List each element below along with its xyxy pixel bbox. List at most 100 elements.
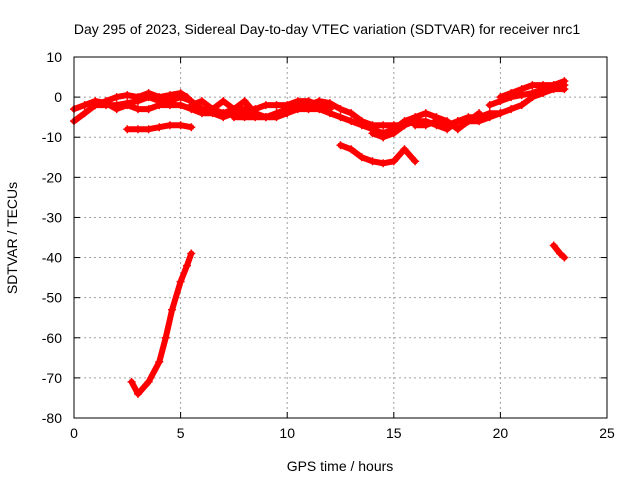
data-point-plus <box>127 377 136 386</box>
data-track <box>337 142 419 167</box>
data-point-plus <box>368 157 377 166</box>
data-point-plus <box>144 105 153 114</box>
y-tick-label: -50 <box>42 290 62 306</box>
data-point-plus <box>304 101 313 110</box>
y-tick-label: 0 <box>54 89 62 105</box>
data-point-plus <box>197 109 206 118</box>
data-point-plus <box>379 133 388 142</box>
data-point-plus <box>133 105 142 114</box>
data-point-plus <box>187 249 196 258</box>
data-point-plus <box>411 113 420 122</box>
data-point-plus <box>496 93 505 102</box>
data-point-plus <box>368 129 377 138</box>
chart-title: Day 295 of 2023, Sidereal Day-to-day VTE… <box>74 21 580 37</box>
data-point-plus <box>528 89 537 98</box>
data-track <box>550 242 568 261</box>
data-point-plus <box>155 357 164 366</box>
data-point-plus <box>389 157 398 166</box>
plot-frame <box>73 56 608 419</box>
y-axis-label: SDTVAR / TECUs <box>4 182 20 294</box>
y-tick-label: -70 <box>42 370 62 386</box>
series-track-g <box>304 97 409 130</box>
x-tick-label: 0 <box>70 425 78 441</box>
data-point-plus <box>453 125 462 134</box>
data-point-plus <box>485 113 494 122</box>
data-point-plus <box>112 105 121 114</box>
data-point-plus <box>176 277 185 286</box>
data-point-plus <box>421 109 430 118</box>
y-tick-label: 10 <box>46 49 62 65</box>
data-point-plus <box>80 109 89 118</box>
data-point-plus <box>357 117 366 126</box>
data-point-plus <box>182 93 191 102</box>
y-tick-label: -20 <box>42 169 62 185</box>
data-point-plus <box>336 105 345 114</box>
data-point-plus <box>485 101 494 110</box>
series-layer <box>70 77 569 398</box>
data-point-plus <box>112 93 121 102</box>
data-point-plus <box>155 123 164 132</box>
y-tick-label: -30 <box>42 209 62 225</box>
data-point-plus <box>315 97 324 106</box>
data-point-plus <box>261 101 270 110</box>
data-point-plus <box>208 105 217 114</box>
data-point-plus <box>325 99 334 108</box>
data-point-plus <box>453 117 462 126</box>
data-track <box>92 90 190 109</box>
data-point-plus <box>517 85 526 94</box>
data-point-plus <box>432 117 441 126</box>
data-point-plus <box>464 117 473 126</box>
data-point-plus <box>283 109 292 118</box>
data-point-plus <box>411 121 420 130</box>
data-point-plus <box>144 377 153 386</box>
data-point-plus <box>165 121 174 130</box>
y-tick-label: -60 <box>42 330 62 346</box>
y-tick-label: -80 <box>42 410 62 426</box>
data-point-plus <box>251 113 260 122</box>
data-point-plus <box>400 145 409 154</box>
data-point-plus <box>219 97 228 106</box>
x-tick-label: 10 <box>279 425 295 441</box>
data-point-plus <box>155 93 164 102</box>
data-point-plus <box>421 121 430 130</box>
series-track-c <box>91 89 191 110</box>
data-point-plus <box>507 89 516 98</box>
data-point-plus <box>176 101 185 110</box>
series-track-n <box>127 249 196 398</box>
series-track-m <box>496 77 569 102</box>
data-point-plus <box>133 389 142 398</box>
data-point-plus <box>368 121 377 130</box>
data-point-plus <box>507 105 516 114</box>
data-track <box>305 98 408 129</box>
x-axis-label: GPS time / hours <box>287 458 394 474</box>
data-point-plus <box>133 93 142 102</box>
data-point-plus <box>182 261 191 270</box>
data-point-plus <box>240 113 249 122</box>
data-point-plus <box>357 153 366 162</box>
data-point-plus <box>240 97 249 106</box>
y-tick-label: -40 <box>42 250 62 266</box>
data-point-plus <box>560 253 569 262</box>
series-track-j <box>368 109 484 142</box>
data-point-plus <box>176 89 185 98</box>
data-point-plus <box>549 81 558 90</box>
series-track-d <box>123 121 196 134</box>
data-point-plus <box>272 101 281 110</box>
data-point-plus <box>187 101 196 110</box>
data-point-plus <box>315 105 324 114</box>
data-point-plus <box>336 113 345 122</box>
data-point-plus <box>379 159 388 168</box>
data-point-plus <box>443 121 452 130</box>
data-point-plus <box>123 101 132 110</box>
data-point-plus <box>101 97 110 106</box>
data-point-plus <box>229 113 238 122</box>
data-point-plus <box>539 81 548 90</box>
data-point-plus <box>560 77 569 86</box>
data-point-plus <box>475 109 484 118</box>
data-point-plus <box>411 157 420 166</box>
x-tick-label: 25 <box>599 425 615 441</box>
data-point-plus <box>549 241 558 250</box>
data-point-plus <box>155 101 164 110</box>
data-point-plus <box>556 249 565 258</box>
